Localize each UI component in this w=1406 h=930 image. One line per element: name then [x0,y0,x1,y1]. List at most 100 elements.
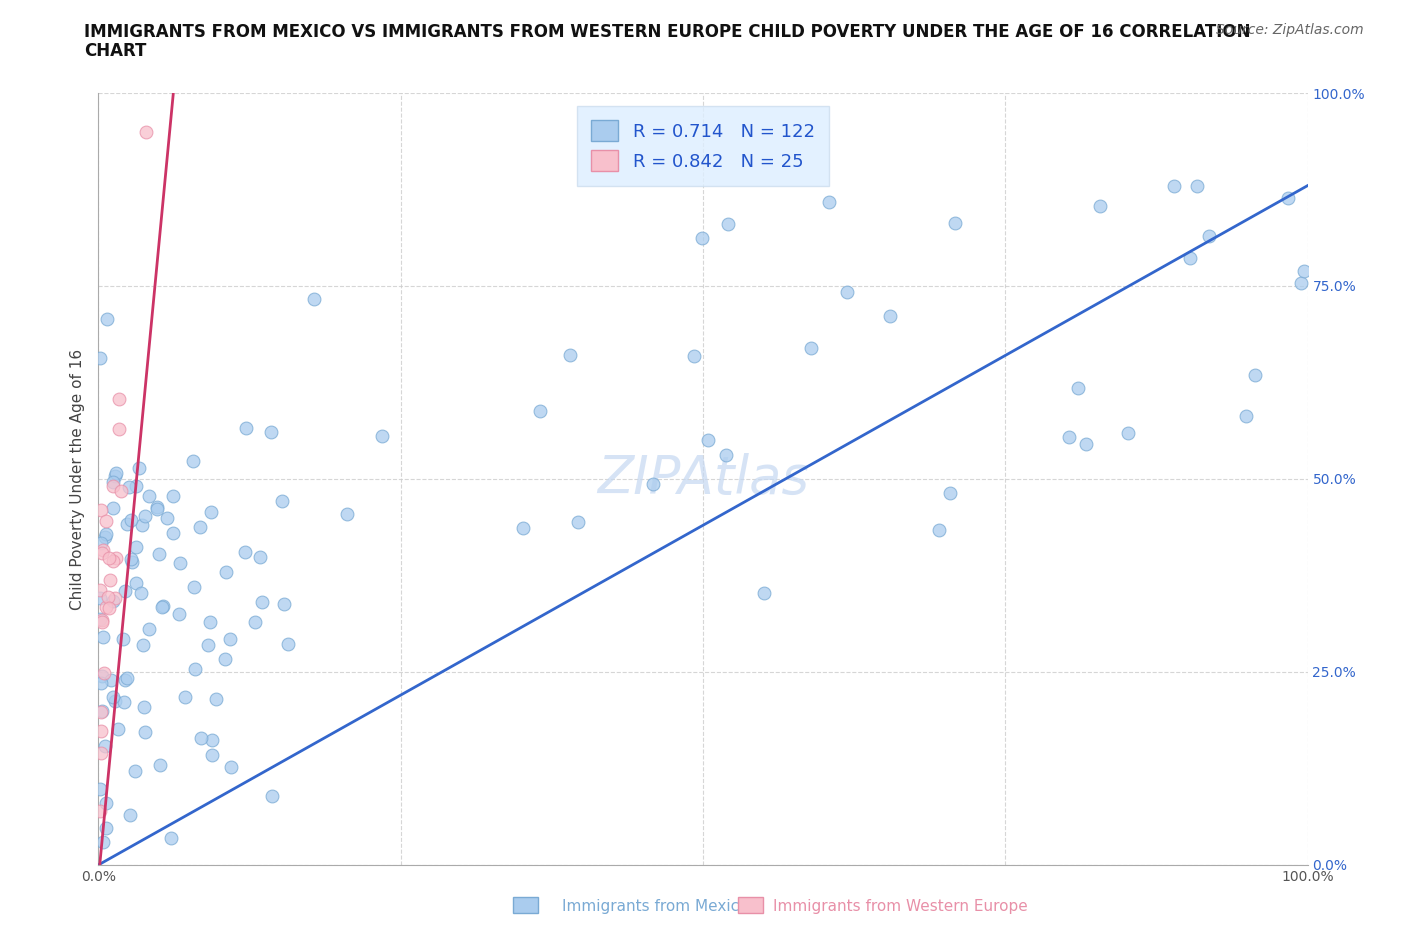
Point [89,591,111,605]
Point [198,615,221,630]
Point [696,432,718,447]
Point [271,494,294,509]
Point [1090,198,1112,213]
Point [717,217,740,232]
Point [96,312,118,326]
Point [260,789,283,804]
Point [1277,191,1299,206]
Point [558,348,581,363]
Text: ZIPAtlas: ZIPAtlas [598,453,808,505]
Point [800,340,823,355]
Point [125,576,148,591]
Point [215,565,238,579]
Point [169,606,191,621]
Point [118,480,141,495]
Point [682,348,704,363]
Point [162,488,184,503]
Point [1067,381,1090,396]
Point [1178,250,1201,265]
Point [90,536,112,551]
Point [103,469,125,484]
Point [104,693,127,708]
Point [104,465,127,480]
Point [128,460,150,475]
Point [89,351,111,365]
Point [89,782,111,797]
Point [879,309,901,324]
Point [160,830,183,845]
Point [93,666,115,681]
Point [96,526,118,541]
Point [124,764,146,778]
Point [1198,229,1220,244]
Point [149,757,172,772]
Point [835,285,858,299]
Point [190,520,212,535]
Point [89,804,111,818]
Point [114,672,136,687]
Point [173,690,195,705]
Point [107,422,129,437]
Point [928,522,950,537]
Point [201,748,224,763]
Point [135,125,157,140]
Point [94,599,117,614]
Point [1187,179,1209,193]
Point [754,585,776,600]
Point [233,544,256,559]
Point [101,474,124,489]
Point [250,594,273,609]
Point [567,514,589,529]
Text: CHART: CHART [84,42,146,60]
Point [89,611,111,626]
Point [138,489,160,504]
Point [512,521,534,536]
Point [205,692,228,707]
Point [643,477,665,492]
Point [100,672,122,687]
Point [190,730,212,745]
Point [111,631,134,646]
Point [690,231,713,246]
Point [529,404,551,418]
Legend: R = 0.714   N = 122, R = 0.842   N = 25: R = 0.714 N = 122, R = 0.842 N = 25 [576,106,830,185]
Point [117,516,139,531]
Point [90,546,112,561]
Point [90,705,112,720]
Point [104,551,127,565]
Point [146,502,169,517]
Point [90,615,112,630]
Point [129,586,152,601]
Point [90,503,112,518]
Text: Source: ZipAtlas.com: Source: ZipAtlas.com [1216,23,1364,37]
Point [98,572,121,587]
Point [90,675,112,690]
Point [103,478,125,493]
Point [1163,179,1185,193]
Point [370,429,392,444]
Point [101,500,124,515]
Point [107,722,129,737]
Point [1074,436,1097,451]
Point [1118,425,1140,440]
Point [197,638,219,653]
Point [91,669,114,684]
Point [1057,430,1080,445]
Point [1234,408,1257,423]
Point [138,621,160,636]
Point [818,194,841,209]
Point [90,745,112,760]
Point [91,704,114,719]
Point [200,504,222,519]
Point [117,671,139,685]
Point [943,215,966,230]
Point [125,479,148,494]
Point [132,638,155,653]
Point [94,738,117,753]
Point [125,540,148,555]
Point [156,511,179,525]
Point [169,555,191,570]
Point [97,590,120,604]
Point [110,484,132,498]
Point [134,724,156,739]
